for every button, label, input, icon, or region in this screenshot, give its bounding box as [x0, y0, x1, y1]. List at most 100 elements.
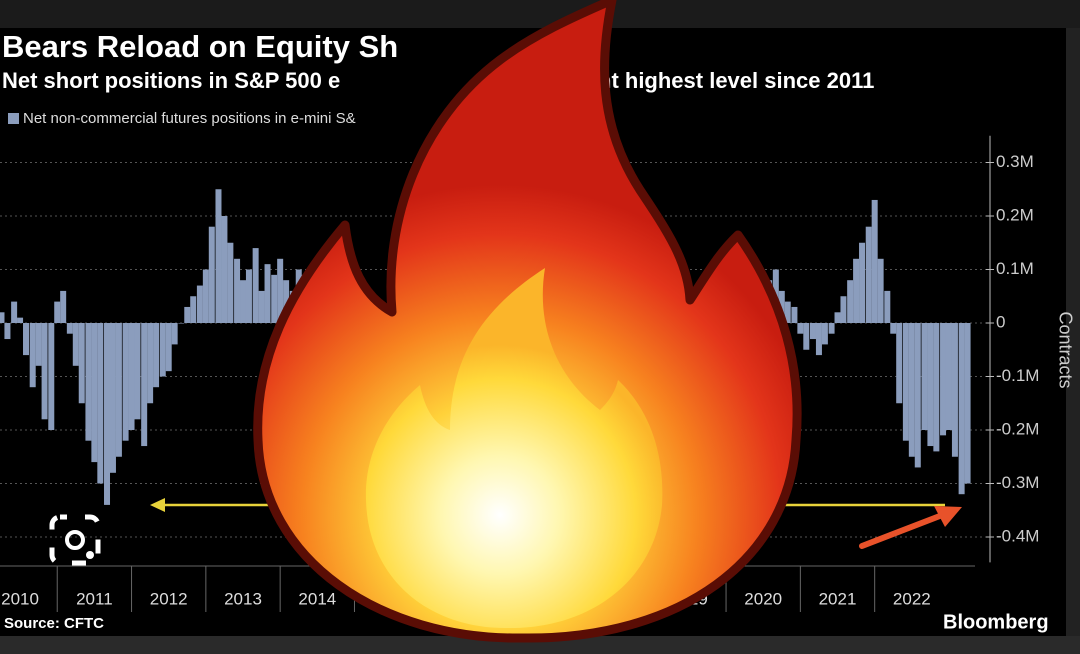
red-arrow-head [934, 506, 962, 527]
bar [890, 323, 897, 334]
lens-icon[interactable] [49, 514, 101, 566]
bar [11, 301, 18, 323]
bar [159, 323, 166, 377]
bar [847, 280, 854, 323]
legend-swatch [8, 113, 19, 124]
x-tick-label: 2011 [76, 589, 113, 608]
bar [196, 285, 203, 323]
y-tick-label: -0.1M [996, 366, 1039, 385]
y-tick-label: 0 [996, 312, 1005, 331]
lens-circle [65, 530, 85, 550]
bar [202, 269, 209, 323]
y-axis-label: Contracts [1055, 311, 1075, 388]
x-tick-label: 2022 [893, 589, 931, 608]
bar [921, 323, 928, 430]
bar [215, 189, 222, 323]
bar [184, 306, 191, 323]
bar [264, 264, 271, 323]
bar [933, 323, 940, 452]
bar [865, 226, 872, 323]
y-tick-label: -0.4M [996, 526, 1039, 545]
bar [4, 323, 11, 340]
bar [240, 280, 247, 323]
bar [797, 323, 804, 334]
bar [791, 306, 798, 323]
bar [258, 290, 265, 323]
bar [803, 323, 810, 350]
source: Source: CFTC [4, 615, 104, 632]
bar [147, 323, 154, 404]
bar [54, 301, 61, 323]
bar [0, 312, 5, 323]
fire-emoji [253, 0, 802, 643]
top-bar [0, 0, 1080, 28]
bar [927, 323, 934, 447]
bar [245, 269, 252, 323]
x-tick-label: 2020 [744, 589, 782, 608]
bar [190, 296, 197, 323]
bar [809, 323, 816, 340]
bar [128, 323, 135, 430]
bar [208, 226, 215, 323]
y-tick-label: 0.3M [996, 152, 1034, 171]
red-arrow [859, 511, 948, 549]
bar [60, 290, 67, 323]
bar [902, 323, 909, 441]
bar [784, 301, 791, 323]
bar [834, 312, 841, 323]
bar [853, 258, 860, 323]
bar [859, 242, 866, 323]
y-tick-label: -0.3M [996, 473, 1039, 492]
subtitle: nt highest level since 2011 [598, 68, 874, 93]
bar [908, 323, 915, 457]
bar [91, 323, 98, 463]
bar [153, 323, 160, 388]
y-tick-label: 0.1M [996, 259, 1034, 278]
bar [109, 323, 116, 473]
bar [85, 323, 92, 441]
bar [17, 317, 24, 323]
subtitle: Net short positions in S&P 500 e [2, 68, 340, 93]
bar [252, 248, 259, 323]
bar [72, 323, 79, 366]
bar [41, 323, 48, 420]
legend-label: Net non-commercial futures positions in … [23, 110, 356, 127]
bar [283, 280, 290, 323]
x-tick-label: 2014 [298, 589, 336, 608]
bar [178, 323, 185, 324]
bar [29, 323, 36, 388]
bar [78, 323, 85, 404]
bar [48, 323, 55, 430]
arrow-head [150, 498, 165, 512]
bar [23, 323, 30, 356]
bar [277, 258, 284, 323]
bar [815, 323, 822, 356]
x-tick-label: 2010 [1, 589, 39, 608]
lens-frame [49, 514, 101, 566]
bar [66, 323, 73, 334]
bar [940, 323, 947, 436]
bar [964, 323, 971, 484]
chart-title: Bears Reload on Equity Sh [2, 29, 398, 64]
x-tick-label: 2021 [819, 589, 857, 608]
y-tick-label: -0.2M [996, 419, 1039, 438]
bar [271, 274, 278, 323]
bar [227, 242, 234, 323]
bar [821, 323, 828, 345]
bottom-bar [0, 636, 1080, 654]
brand: Bloomberg [943, 611, 1049, 633]
bar [951, 323, 958, 457]
bar [134, 323, 141, 420]
bar [914, 323, 921, 468]
bar [171, 323, 178, 345]
side-strip [1066, 28, 1080, 636]
bar [828, 323, 835, 334]
x-tick-label: 2013 [224, 589, 262, 608]
y-tick-label: 0.2M [996, 205, 1034, 224]
x-tick-label: 2012 [150, 589, 188, 608]
bar [234, 258, 241, 323]
bar [945, 323, 952, 430]
bar [97, 323, 104, 484]
